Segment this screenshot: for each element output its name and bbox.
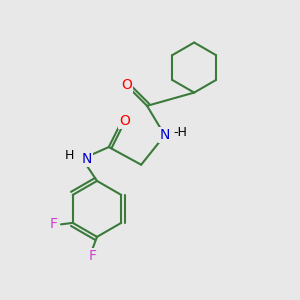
Text: O: O — [121, 78, 132, 92]
Text: F: F — [50, 217, 58, 231]
Text: F: F — [88, 249, 97, 263]
Text: N: N — [160, 128, 170, 142]
Text: H: H — [65, 149, 75, 162]
Text: O: O — [119, 114, 130, 128]
Text: -H: -H — [173, 126, 187, 140]
Text: N: N — [82, 152, 92, 166]
